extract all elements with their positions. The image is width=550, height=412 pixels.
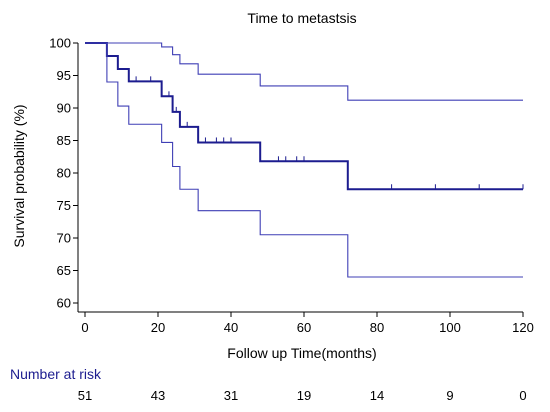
risk-table-title: Number at risk bbox=[10, 366, 102, 382]
risk-count: 9 bbox=[446, 388, 453, 403]
lower-ci-curve bbox=[85, 42, 523, 278]
risk-count: 14 bbox=[370, 388, 384, 403]
y-tick-label: 60 bbox=[57, 296, 71, 311]
x-tick-label: 120 bbox=[512, 320, 534, 335]
risk-count: 43 bbox=[151, 388, 165, 403]
y-tick-label: 75 bbox=[57, 198, 71, 213]
risk-count: 31 bbox=[224, 388, 238, 403]
x-tick-label: 80 bbox=[370, 320, 384, 335]
chart-title: Time to metastsis bbox=[247, 10, 356, 26]
y-tick-label: 95 bbox=[57, 68, 71, 83]
x-tick-label: 60 bbox=[297, 320, 311, 335]
risk-count: 19 bbox=[297, 388, 311, 403]
y-tick-label: 85 bbox=[57, 133, 71, 148]
risk-count: 51 bbox=[78, 388, 92, 403]
risk-table-values: 51 43 31 19 14 9 0 bbox=[78, 388, 527, 403]
y-tick-label: 70 bbox=[57, 231, 71, 246]
y-tick-label: 100 bbox=[49, 36, 71, 51]
x-axis-label: Follow up Time(months) bbox=[227, 345, 376, 361]
upper-ci-curve bbox=[85, 42, 523, 101]
axes: 60 65 70 75 80 85 90 95 100 0 20 40 60 80 100 120 bbox=[49, 36, 534, 336]
y-tick-label: 65 bbox=[57, 263, 71, 278]
y-axis-label: Survival probability (%) bbox=[11, 104, 27, 247]
risk-count: 0 bbox=[519, 388, 526, 403]
plot-series bbox=[85, 42, 524, 278]
x-tick-label: 40 bbox=[224, 320, 238, 335]
x-tick-label: 100 bbox=[439, 320, 461, 335]
y-tick-label: 80 bbox=[57, 166, 71, 181]
x-tick-label: 0 bbox=[81, 320, 88, 335]
x-tick-label: 20 bbox=[151, 320, 165, 335]
survival-curve bbox=[85, 42, 523, 191]
y-tick-label: 90 bbox=[57, 101, 71, 116]
